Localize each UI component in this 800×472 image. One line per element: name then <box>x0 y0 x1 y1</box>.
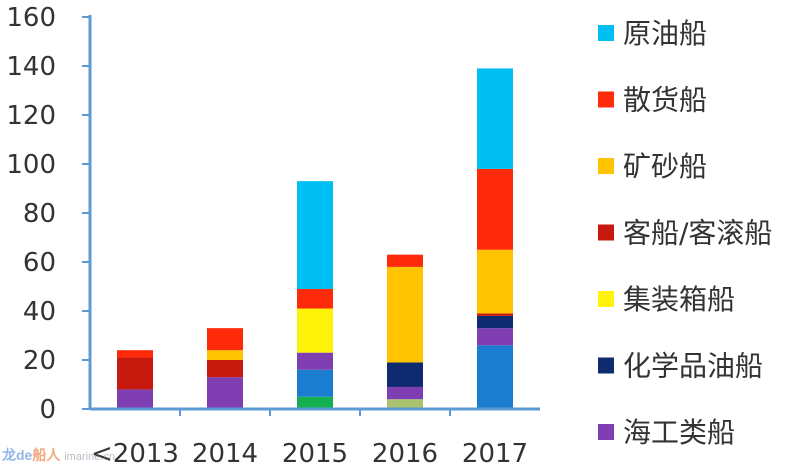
axes <box>88 15 540 416</box>
legend-swatch <box>598 224 614 241</box>
bar-segment <box>207 328 243 351</box>
bar-segment <box>207 377 243 409</box>
y-tick-label: 120 <box>6 101 56 131</box>
legend-swatch <box>598 357 614 374</box>
legend-label: 集装箱船 <box>623 283 735 316</box>
legend-label: 散货船 <box>623 84 707 117</box>
bar-segment <box>387 362 423 387</box>
y-tick-label: 140 <box>6 52 56 82</box>
bar-segment <box>297 396 333 409</box>
legend-label: 客船/客滚船 <box>623 217 772 250</box>
y-tick-label: 100 <box>6 150 56 180</box>
bar-segment <box>117 357 153 390</box>
bar-segment <box>297 352 333 370</box>
bar-segment <box>477 249 513 314</box>
legend-label: 化学品油船 <box>623 350 763 383</box>
x-tick-label: <2013 <box>91 439 179 469</box>
bar-segment <box>477 68 513 169</box>
y-tick-label: 0 <box>39 395 56 425</box>
bar-segment <box>207 360 243 378</box>
watermark: 龙de船人 imarine.cn <box>2 445 115 465</box>
y-tick-label: 80 <box>23 199 56 229</box>
bar-segment <box>297 288 333 309</box>
bar-segment <box>117 350 153 358</box>
bars <box>117 68 513 409</box>
legend-label: 海工类船 <box>623 416 735 449</box>
x-tick-label: 2014 <box>192 439 258 469</box>
x-tick-label: 2015 <box>282 439 348 469</box>
bar-segment <box>387 386 423 400</box>
x-tick-label: 2017 <box>462 439 528 469</box>
legend-swatch <box>598 25 614 41</box>
bar-segment <box>477 345 513 409</box>
bar-segment <box>477 168 513 250</box>
bar-segment <box>387 254 423 267</box>
y-axis-ticks: 0 20 40 60 80 100 120 140 160 <box>6 3 90 425</box>
bar-segment <box>387 266 423 363</box>
y-tick-label: 20 <box>23 346 56 376</box>
x-tick-label: 2016 <box>372 439 438 469</box>
watermark-brand-b: 船人 <box>32 447 61 463</box>
legend-swatch <box>598 91 614 108</box>
y-tick-label: 40 <box>23 297 56 327</box>
legend-label: 矿砂船 <box>623 150 707 183</box>
bar-segment <box>477 328 513 346</box>
y-tick-label: 60 <box>23 248 56 278</box>
bar-segment <box>477 315 513 329</box>
bar-segment <box>297 369 333 397</box>
watermark-brand-a: 龙de <box>2 447 33 463</box>
bar-segment <box>477 313 513 316</box>
x-axis-ticks: <2013 2014 2015 2016 2017 <box>91 439 528 469</box>
legend-swatch <box>598 424 614 440</box>
y-tick-label: 160 <box>6 3 56 33</box>
legend-swatch <box>598 158 614 174</box>
legend-swatch <box>598 291 614 307</box>
bar-segment <box>387 399 423 409</box>
bar-segment <box>207 350 243 360</box>
bar-segment <box>297 181 333 289</box>
bar-segment <box>117 389 153 409</box>
bar-segment <box>297 308 333 353</box>
legend-label: 原油船 <box>623 17 707 50</box>
watermark-site: imarine.cn <box>64 451 115 463</box>
